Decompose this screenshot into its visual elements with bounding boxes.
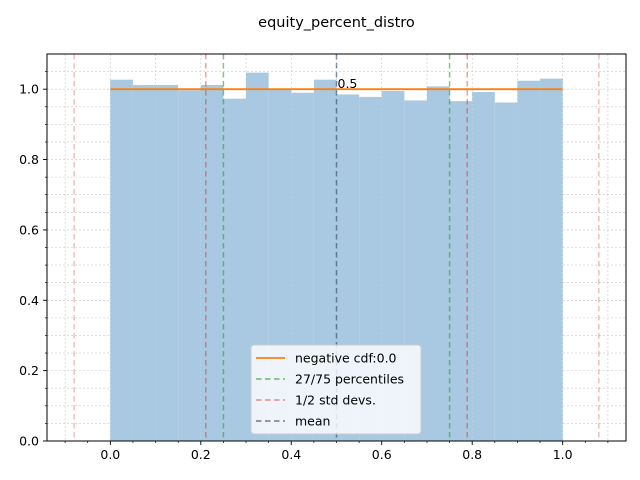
histogram-bar: [472, 91, 495, 441]
x-tick-label: 1.0: [553, 447, 573, 462]
histogram-bar: [132, 84, 156, 442]
chart-title: equity_percent_distro: [258, 15, 415, 31]
legend-label: mean: [295, 414, 330, 429]
histogram-bar: [494, 102, 518, 442]
histogram-bar: [449, 101, 473, 441]
histogram-bar: [223, 98, 247, 441]
histogram-bar: [426, 86, 450, 441]
x-tick-label: 0.4: [281, 447, 301, 462]
reference-lines: [73, 54, 600, 441]
histogram-bar: [517, 80, 541, 441]
mean-annotation: 0.5: [338, 76, 358, 91]
axis-ticks: 0.0 0.2 0.4 0.6 0.8 1.0 0.0 0.2 0.4 0.6 0.8 1.0: [19, 71, 609, 462]
legend-label: 1/2 std devs.: [295, 393, 376, 408]
x-tick-label: 0.8: [462, 447, 482, 462]
y-tick-label: 0.8: [19, 152, 39, 167]
legend-label: negative cdf:0.0: [295, 351, 397, 366]
x-tick-label: 0.2: [191, 447, 211, 462]
legend-label: 27/75 percentiles: [295, 372, 404, 387]
histogram-bar: [200, 84, 224, 442]
y-tick-label: 1.0: [19, 82, 39, 97]
x-tick-label: 0.0: [100, 447, 120, 462]
x-tick-label: 0.6: [372, 447, 392, 462]
y-tick-label: 0.0: [19, 434, 39, 449]
histogram-bar: [540, 78, 563, 442]
histogram-bar: [155, 84, 179, 442]
histogram-bar: [110, 79, 133, 441]
y-tick-label: 0.6: [19, 222, 39, 237]
y-tick-label: 0.2: [19, 363, 39, 378]
legend-box: [250, 344, 422, 435]
y-tick-label: 0.4: [19, 293, 39, 308]
histogram-bar: [178, 90, 201, 441]
legend: negative cdf:0.0 27/75 percentiles 1/2 std…: [250, 344, 422, 435]
